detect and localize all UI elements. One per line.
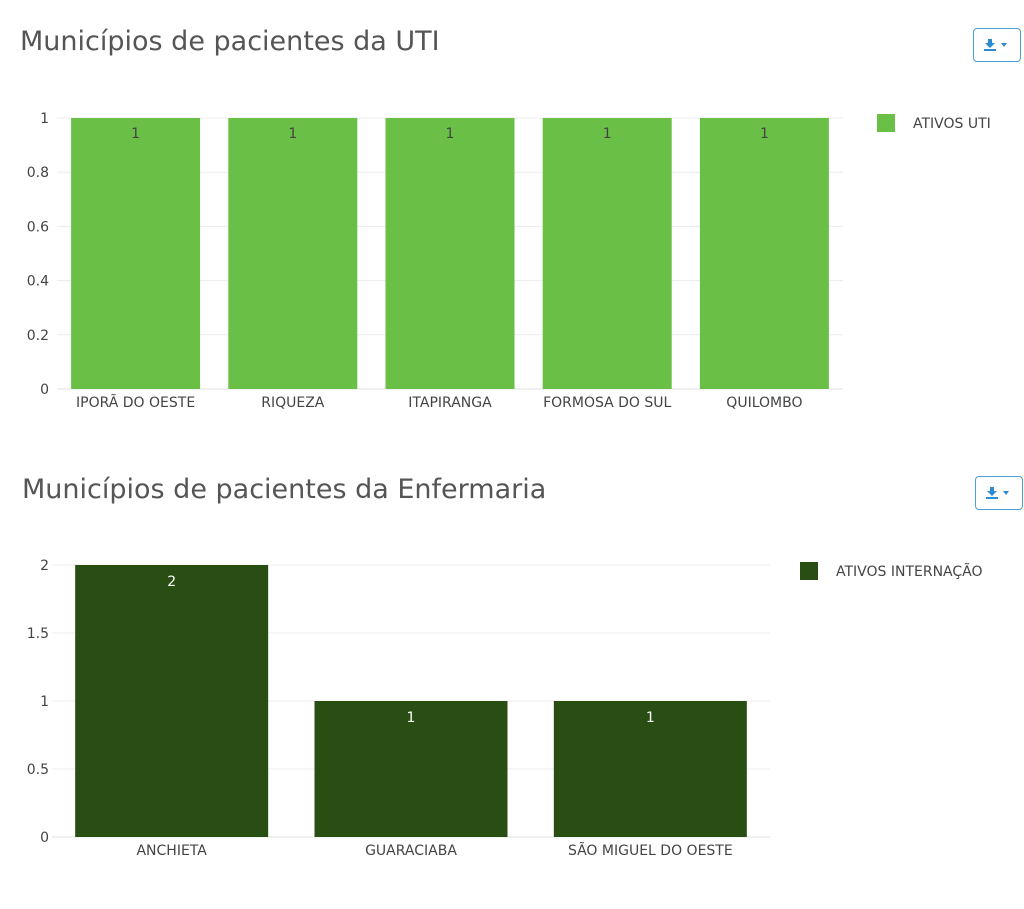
export-menu-button[interactable]: [975, 476, 1023, 510]
bar-value-label: 2: [167, 574, 176, 590]
y-tick-label: 0.4: [27, 274, 49, 290]
x-tick-label: GUARACIABA: [365, 843, 457, 859]
bar: [314, 701, 508, 837]
x-tick-label: QUILOMBO: [726, 395, 802, 411]
bar-value-label: 1: [760, 126, 769, 142]
chart-title: Municípios de pacientes da UTI: [20, 26, 440, 57]
legend-label: ATIVOS INTERNAÇÃO: [836, 563, 983, 580]
legend-swatch: [800, 562, 818, 580]
bar-value-label: 1: [646, 710, 655, 726]
download-icon: [984, 39, 1007, 51]
x-tick-label: ANCHIETA: [136, 843, 207, 859]
chevron-down-icon: [1001, 43, 1007, 47]
bar-value-label: 1: [446, 126, 455, 142]
uti-chart-panel: Municípios de pacientes da UTI 0 0.2 0.4 0.…: [0, 0, 1024, 445]
bar-value-label: 1: [603, 126, 612, 142]
y-tick-label: 0: [40, 830, 49, 846]
y-tick-label: 1.5: [27, 626, 49, 642]
bar-value-label: 1: [131, 126, 140, 142]
x-tick-label: FORMOSA DO SUL: [543, 395, 671, 411]
bar: [71, 118, 201, 389]
chart-title: Municípios de pacientes da Enfermaria: [22, 474, 547, 505]
legend-swatch: [877, 114, 895, 132]
y-tick-label: 1: [40, 111, 49, 127]
enfermaria-bar-chart: 0 0.5 1 1.5 2 2 ANCHIETA 1 GUARACIABA 1 SÃO MIGUEL…: [27, 558, 983, 859]
bar-value-label: 1: [288, 126, 297, 142]
x-tick-label: SÃO MIGUEL DO OESTE: [568, 842, 733, 859]
y-tick-label: 0.8: [27, 165, 49, 181]
y-tick-label: 0.5: [27, 762, 49, 778]
export-menu-button[interactable]: [973, 28, 1021, 62]
x-tick-label: IPORÃ DO OESTE: [76, 394, 195, 411]
y-tick-label: 2: [40, 558, 49, 574]
chevron-down-icon: [1003, 491, 1009, 495]
y-tick-label: 0.2: [27, 328, 49, 344]
legend-label: ATIVOS UTI: [913, 116, 991, 132]
bar-value-label: 1: [407, 710, 416, 726]
bar: [542, 118, 672, 389]
x-tick-label: ITAPIRANGA: [408, 395, 492, 411]
bar: [699, 118, 829, 389]
bar: [385, 118, 515, 389]
y-tick-label: 0.6: [27, 219, 49, 235]
uti-bar-chart: 0 0.2 0.4 0.6 0.8 1 1 IPORÃ DO OESTE 1 RIQUEZA 1 IT…: [27, 111, 991, 411]
bar: [553, 701, 747, 837]
y-tick-label: 0: [40, 382, 49, 398]
x-tick-label: RIQUEZA: [261, 395, 325, 411]
download-icon: [986, 487, 1009, 499]
bar: [75, 565, 269, 837]
bar: [228, 118, 358, 389]
y-tick-label: 1: [40, 694, 49, 710]
